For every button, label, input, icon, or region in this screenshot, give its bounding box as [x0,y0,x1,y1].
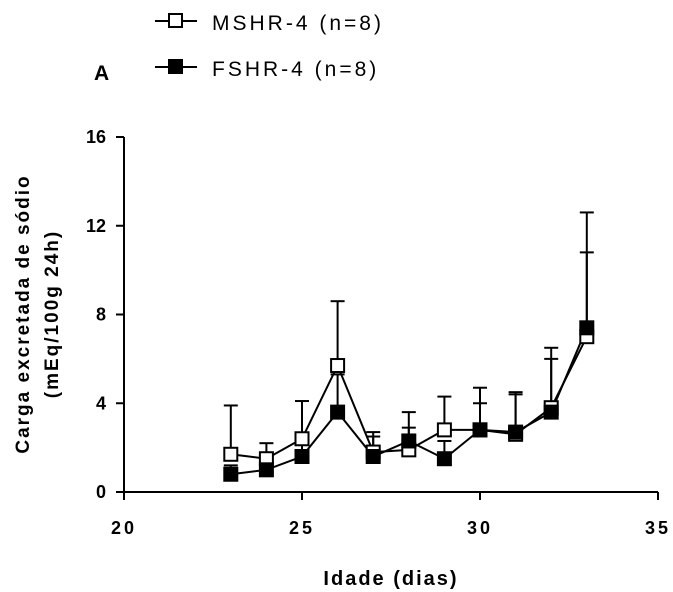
data-point [543,404,559,420]
y-tick-label: 4 [96,393,106,413]
legend: MSHR-4 (n=8) FSHR-4 (n=8) [155,12,384,81]
data-point [330,358,346,374]
y-tick-label: 8 [96,305,106,325]
legend-marker-filled-square [168,59,183,74]
y-tick-label: 12 [86,216,106,236]
x-tick-label: 20 [111,518,137,538]
legend-item-mshr: MSHR-4 (n=8) [155,12,384,35]
data-point [365,449,381,464]
data-point [223,446,239,462]
ticks: 20 25 30 35 0 4 8 12 16 [86,127,671,538]
plot-area [223,211,595,482]
data-point [436,451,452,467]
axes [123,137,658,493]
data-point [472,422,488,438]
data-point [579,320,595,336]
data-point [294,431,310,447]
legend-label-mshr: MSHR-4 (n=8) [212,12,384,35]
data-point [401,433,417,449]
legend-marker-open-square [168,13,183,28]
data-point [330,404,346,420]
y-axis-title-line1: Carga excretada de sódio [13,174,34,453]
x-tick-label: 35 [645,518,671,538]
x-tick-label: 25 [289,518,315,538]
data-point [223,466,239,482]
x-axis-title: Idade (dias) [323,568,458,590]
panel-label: A [94,62,109,85]
x-tick-label: 30 [467,518,493,538]
legend-label-fshr: FSHR-4 (n=8) [212,58,379,81]
y-axis-title-line2: (mEq/100g 24h) [42,230,63,398]
y-tick-label: 0 [96,482,106,502]
data-point [436,422,452,438]
data-point [508,424,524,440]
legend-item-fshr: FSHR-4 (n=8) [155,58,379,81]
data-point [294,449,310,464]
data-point [258,462,274,478]
y-tick-label: 16 [86,127,106,147]
series-points-fshr [223,320,595,482]
